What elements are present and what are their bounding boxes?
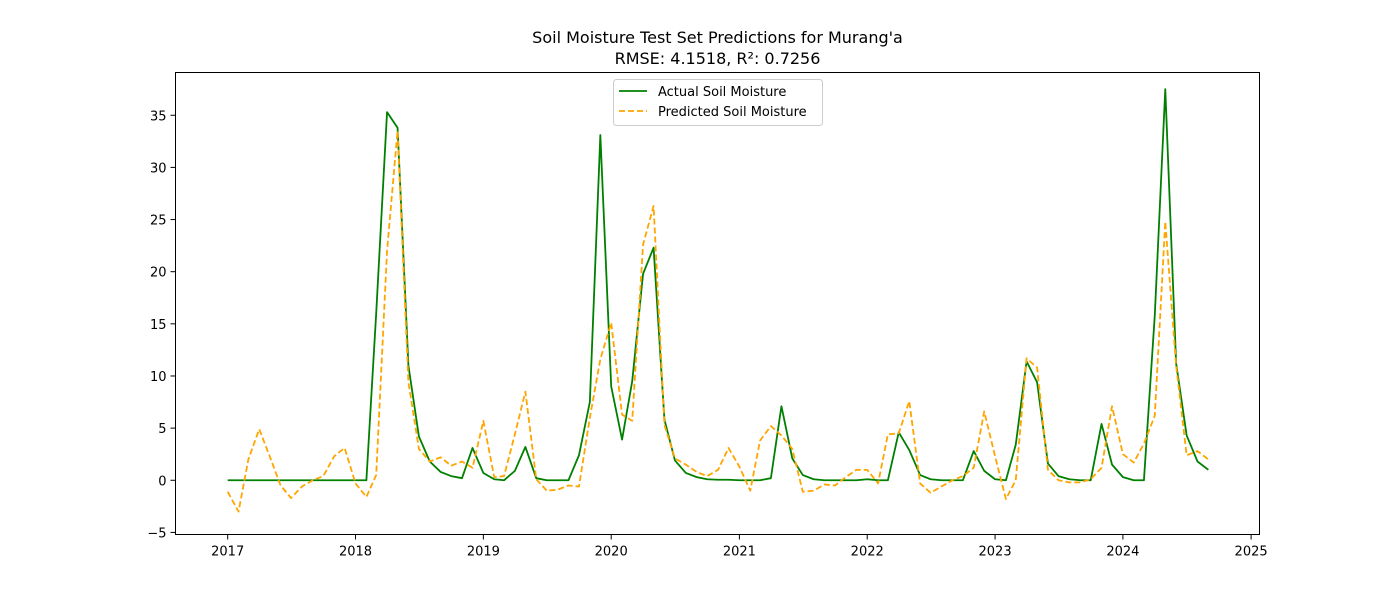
- y-tick-label: 15: [150, 318, 167, 333]
- x-tick-label: 2020: [595, 545, 628, 560]
- legend-predicted-label: Predicted Soil Moisture: [658, 105, 807, 120]
- x-tick-label: 2021: [723, 545, 756, 560]
- y-tick-label: 20: [150, 266, 167, 281]
- chart-title: Soil Moisture Test Set Predictions for M…: [532, 28, 903, 47]
- x-axis: 2017 2018 2019 2020 2021 2022 2023 2024 2025: [211, 534, 1268, 560]
- y-tick-label: 35: [150, 109, 167, 124]
- y-tick-label: 25: [150, 214, 167, 229]
- y-tick-label: −5: [147, 526, 166, 541]
- plot-lines: [226, 88, 1209, 513]
- x-tick-label: 2024: [1106, 545, 1139, 560]
- chart-subtitle: RMSE: 4.1518, R²: 0.7256: [615, 49, 821, 68]
- x-tick-label: 2018: [339, 545, 372, 560]
- series-line-predicted: [226, 129, 1209, 513]
- plot-frame: [175, 72, 1260, 535]
- x-tick-label: 2025: [1235, 545, 1268, 560]
- y-tick-label: 0: [158, 474, 166, 489]
- y-axis: −5 0 5 10 15 20 25 30 35: [147, 109, 176, 541]
- y-tick-label: 30: [150, 161, 167, 176]
- legend-actual-label: Actual Soil Moisture: [658, 85, 786, 100]
- x-tick-label: 2017: [211, 545, 244, 560]
- x-tick-label: 2019: [467, 545, 500, 560]
- legend-box: [613, 79, 823, 126]
- legend: Actual Soil Moisture Predicted Soil Mois…: [613, 79, 823, 126]
- y-tick-label: 5: [158, 422, 166, 437]
- series-line-actual: [227, 88, 1209, 482]
- x-tick-label: 2022: [851, 545, 884, 560]
- x-tick-label: 2023: [979, 545, 1012, 560]
- y-tick-label: 10: [150, 370, 167, 385]
